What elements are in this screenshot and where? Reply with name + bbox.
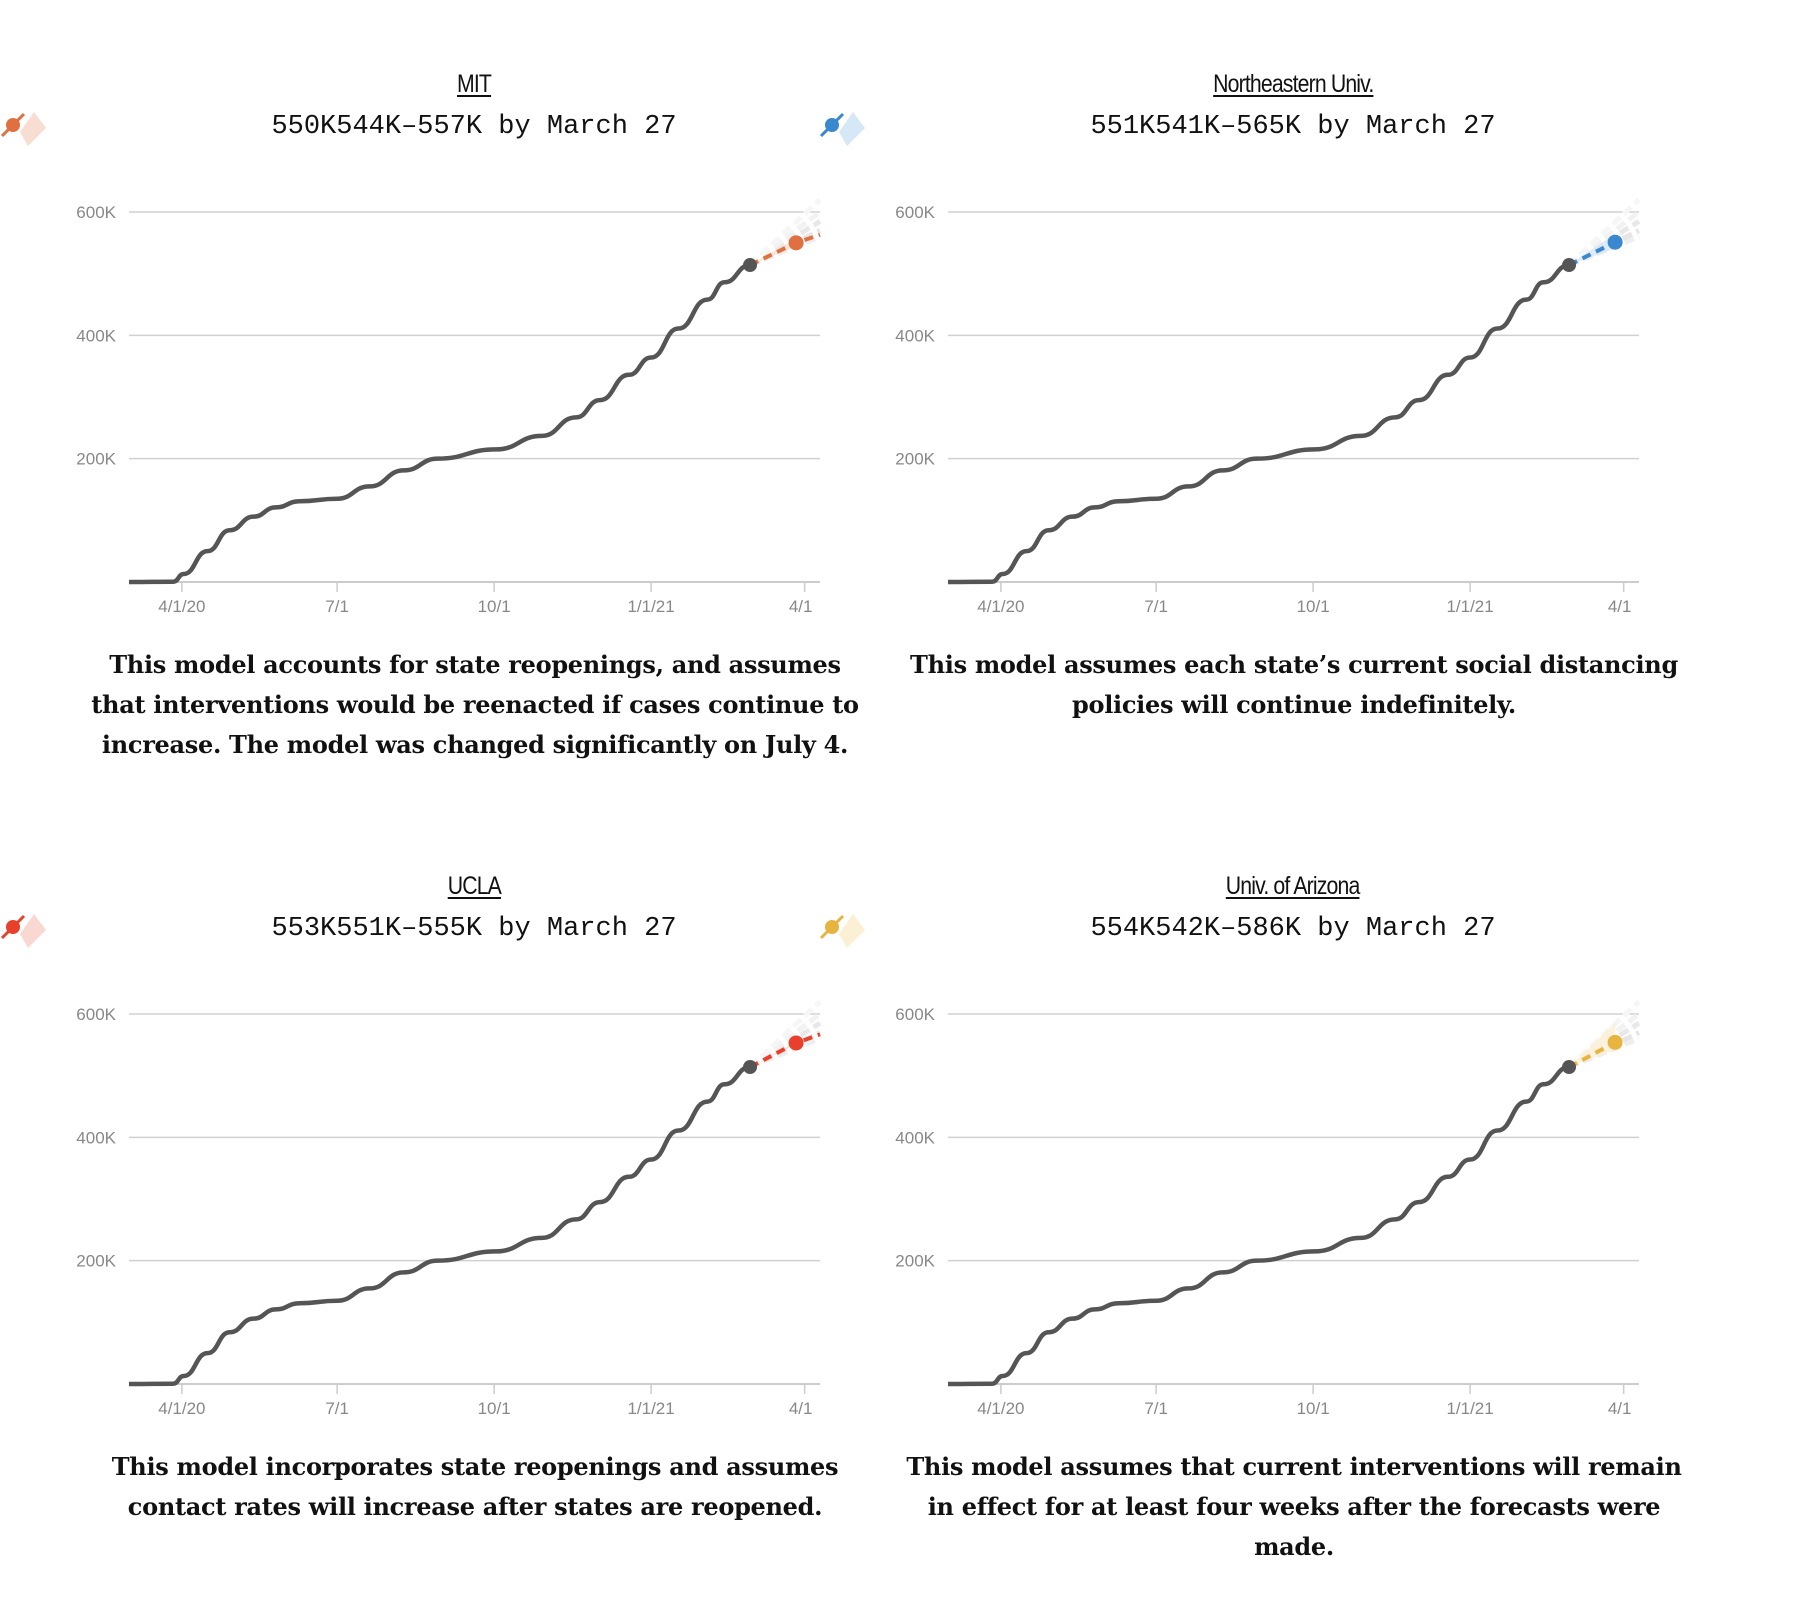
forecast-range: 542K–586K by March 27 xyxy=(1155,914,1496,944)
observed-deaths-line xyxy=(947,262,1570,585)
x-tick-label: 1/1/21 xyxy=(627,1399,674,1418)
model-description: This model accounts for state reopenings… xyxy=(91,650,859,759)
y-tick-label: 200K xyxy=(76,450,116,469)
y-tick-label: 400K xyxy=(76,326,116,345)
x-tick-label: 4/1 xyxy=(1608,1399,1632,1418)
model-title-link[interactable]: UCLA xyxy=(447,872,501,900)
forecast-line xyxy=(749,1032,821,1069)
x-tick-label: 4/1/20 xyxy=(158,1399,205,1418)
x-tick-label: 4/1 xyxy=(789,597,813,616)
ensemble-forecast-line xyxy=(748,197,822,267)
ensemble-forecast-line xyxy=(748,219,822,268)
observed-deaths-line xyxy=(128,262,751,585)
forecast-line xyxy=(1568,1040,1617,1069)
forecast-range: 541K–565K by March 27 xyxy=(1155,112,1496,142)
x-tick-label: 1/1/21 xyxy=(627,597,674,616)
y-tick-label: 600K xyxy=(76,203,116,222)
forecast-value: 553K xyxy=(271,914,337,944)
ensemble-forecast-line xyxy=(1567,1021,1641,1070)
x-tick-label: 10/1 xyxy=(478,1399,511,1418)
x-tick-label: 4/1/20 xyxy=(977,1399,1024,1418)
model-title-link[interactable]: Univ. of Arizona xyxy=(1226,872,1361,900)
x-tick-label: 4/1 xyxy=(789,1399,813,1418)
forecast-range: 551K–555K by March 27 xyxy=(336,914,677,944)
forecast-point-icon xyxy=(0,914,26,940)
ensemble-forecast-line xyxy=(748,1021,822,1070)
model-title[interactable]: Northeastern Univ. xyxy=(819,70,1767,99)
chart-panel: 200K 400K 600K 4/1/20 7/1 10/1 1/1/21 4/1 UCLA … xyxy=(0,802,904,1602)
model-description: This model assumes each state’s current … xyxy=(910,650,1678,719)
y-tick-label: 200K xyxy=(895,450,935,469)
y-tick-label: 600K xyxy=(895,1005,935,1024)
forecast-range-band xyxy=(1569,1022,1616,1068)
ensemble-forecast-line xyxy=(1567,219,1641,268)
forecast-value: 551K xyxy=(1090,112,1156,142)
forecast-point[interactable] xyxy=(788,1035,804,1051)
chart-panel: 200K 400K 600K 4/1/20 7/1 10/1 1/1/21 4/1 MIT 5… xyxy=(0,0,904,800)
model-title-link[interactable]: Northeastern Univ. xyxy=(1212,70,1374,98)
y-tick-label: 400K xyxy=(895,326,935,345)
forecast-range: 544K–557K by March 27 xyxy=(336,112,677,142)
chart-panel: 200K 400K 600K 4/1/20 7/1 10/1 1/1/21 4/1 North… xyxy=(819,0,1723,800)
model-title[interactable]: UCLA xyxy=(0,872,948,901)
x-tick-label: 10/1 xyxy=(1297,1399,1330,1418)
forecast-point-icon xyxy=(819,112,845,138)
range-swatch-icon xyxy=(20,112,46,146)
range-swatch-icon xyxy=(20,914,46,948)
forecast-value: 550K xyxy=(271,112,337,142)
y-tick-label: 600K xyxy=(76,1005,116,1024)
range-swatch-icon xyxy=(839,112,865,146)
model-description: This model assumes that current interven… xyxy=(906,1452,1682,1561)
observed-deaths-line xyxy=(947,1064,1570,1387)
x-tick-label: 7/1 xyxy=(1144,1399,1168,1418)
x-tick-label: 1/1/21 xyxy=(1446,597,1493,616)
forecast-range-band xyxy=(1569,233,1616,266)
forecast-point-icon xyxy=(0,112,26,138)
range-swatch-icon xyxy=(839,914,865,948)
legend: 554K 542K–586K by March 27 xyxy=(819,914,1767,948)
model-title[interactable]: Univ. of Arizona xyxy=(819,872,1767,901)
chart-plot: 200K 400K 600K 4/1/20 7/1 10/1 1/1/21 4/1 xyxy=(76,197,822,616)
last-observed-point xyxy=(1562,1060,1577,1075)
chart-plot: 200K 400K 600K 4/1/20 7/1 10/1 1/1/21 4/1 xyxy=(76,999,822,1418)
x-tick-label: 7/1 xyxy=(325,597,349,616)
legend: 553K 551K–555K by March 27 xyxy=(0,914,948,948)
last-observed-point xyxy=(743,1060,758,1075)
model-title-link[interactable]: MIT xyxy=(456,70,492,98)
forecast-value: 554K xyxy=(1090,914,1156,944)
forecast-range-band xyxy=(750,238,797,266)
x-tick-label: 7/1 xyxy=(325,1399,349,1418)
x-tick-label: 1/1/21 xyxy=(1446,1399,1493,1418)
forecast-point-icon xyxy=(819,914,845,940)
forecast-point[interactable] xyxy=(788,235,804,251)
x-tick-label: 4/1 xyxy=(1608,597,1632,616)
forecast-point[interactable] xyxy=(1607,1034,1623,1050)
model-description: This model incorporates state reopenings… xyxy=(111,1452,839,1521)
y-tick-label: 400K xyxy=(76,1128,116,1147)
chart-plot: 200K 400K 600K 4/1/20 7/1 10/1 1/1/21 4/1 xyxy=(895,197,1641,616)
legend: 550K 544K–557K by March 27 xyxy=(0,112,948,146)
ensemble-forecast-line xyxy=(749,1036,821,1070)
forecast-point[interactable] xyxy=(1607,234,1623,250)
y-tick-label: 200K xyxy=(76,1252,116,1271)
x-tick-label: 4/1/20 xyxy=(158,597,205,616)
forecast-line xyxy=(1568,240,1617,267)
y-tick-label: 200K xyxy=(895,1252,935,1271)
y-tick-label: 600K xyxy=(895,203,935,222)
model-title[interactable]: MIT xyxy=(0,70,948,99)
chart-panel: 200K 400K 600K 4/1/20 7/1 10/1 1/1/21 4/1 Univ.… xyxy=(819,802,1723,1602)
x-tick-label: 4/1/20 xyxy=(977,597,1024,616)
x-tick-label: 7/1 xyxy=(1144,597,1168,616)
legend: 551K 541K–565K by March 27 xyxy=(819,112,1767,146)
chart-plot: 200K 400K 600K 4/1/20 7/1 10/1 1/1/21 4/1 xyxy=(895,999,1641,1418)
ensemble-forecast-line xyxy=(748,999,822,1069)
observed-deaths-line xyxy=(128,1064,751,1387)
last-observed-point xyxy=(1562,258,1577,273)
ensemble-forecast-line xyxy=(1567,197,1641,267)
y-tick-label: 400K xyxy=(895,1128,935,1147)
last-observed-point xyxy=(743,258,758,273)
x-tick-label: 10/1 xyxy=(1297,597,1330,616)
x-tick-label: 10/1 xyxy=(478,597,511,616)
